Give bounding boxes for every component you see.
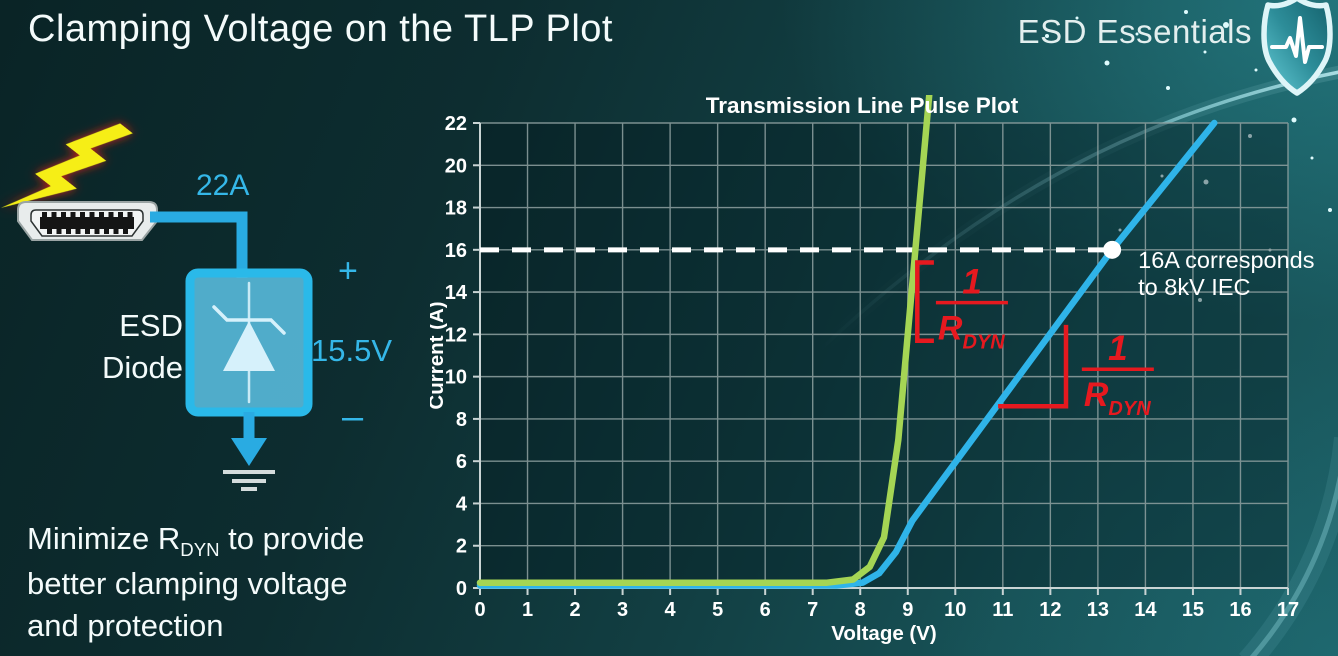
tlp-chart: 0 1 2 3 4 5 6 7 8 9 10 11 12 13 14 15 16 1702468101214161… (430, 95, 1315, 645)
svg-text:16A corresponds: 16A corresponds (1138, 247, 1314, 273)
svg-text:2: 2 (569, 599, 580, 621)
fraction-numerator: 1 (962, 263, 981, 302)
svg-text:14: 14 (445, 282, 468, 304)
svg-text:16: 16 (1229, 599, 1251, 621)
svg-text:8: 8 (855, 599, 866, 621)
component-label-line1: ESD (119, 308, 183, 343)
svg-text:to 8kV IEC: to 8kV IEC (1138, 274, 1250, 300)
svg-text:2: 2 (456, 536, 467, 558)
svg-text:16: 16 (445, 240, 467, 262)
shield-pulse-logo (1261, 0, 1333, 96)
svg-text:6: 6 (760, 599, 771, 621)
svg-text:22: 22 (445, 113, 467, 135)
gridlines (479, 122, 1289, 589)
svg-text:11: 11 (992, 599, 1013, 621)
svg-text:5: 5 (712, 599, 723, 621)
svg-text:12: 12 (1039, 599, 1061, 621)
surge-current-label: 22A (196, 169, 249, 202)
marker-dot (1103, 240, 1122, 259)
fraction-denominator: RDYN (938, 310, 1005, 354)
svg-text:17: 17 (1277, 599, 1299, 621)
svg-text:9: 9 (902, 599, 913, 621)
x-tick-labels: 0 1 2 3 4 5 6 7 8 9 10 11 12 13 14 15 16 17 (474, 599, 1299, 621)
zener-diode-symbol (212, 281, 286, 404)
svg-text:20: 20 (445, 155, 467, 177)
series-blue-curve-higher-rdyn (476, 119, 1218, 589)
svg-text:3: 3 (617, 599, 628, 621)
svg-text:12: 12 (445, 324, 467, 346)
light-swoosh (815, 65, 1338, 656)
slope-annotation-1: 1 RDYN (915, 260, 1008, 354)
takeaway-text: Minimize RDYN to provide better clamping… (27, 518, 457, 646)
svg-text:15: 15 (1182, 599, 1204, 621)
clamp-voltage-label: 15.5V (311, 333, 392, 368)
svg-text:8: 8 (456, 409, 467, 431)
svg-text:18: 18 (445, 198, 467, 220)
esd-circuit-diagram: 22A + 15.5V – ESD Diode (0, 123, 392, 491)
chart-title: Transmission Line Pulse Plot (706, 95, 1019, 118)
fraction-numerator: 1 (1108, 329, 1127, 368)
svg-text:10: 10 (445, 367, 467, 389)
wire (150, 211, 248, 278)
svg-text:4: 4 (665, 599, 677, 621)
svg-text:13: 13 (1087, 599, 1109, 621)
series-green-curve-low-rdyn (476, 95, 933, 586)
x-axis-label: Voltage (V) (831, 622, 937, 645)
slope-annotation-2: 1 RDYN (998, 324, 1154, 420)
svg-text:0: 0 (474, 599, 485, 621)
svg-text:14: 14 (1134, 599, 1157, 621)
svg-text:0: 0 (456, 578, 467, 600)
svg-text:7: 7 (807, 599, 818, 621)
takeaway-line2: better clamping voltage (27, 566, 348, 602)
ground-symbol (223, 412, 275, 491)
svg-text:6: 6 (456, 451, 467, 473)
hdmi-connector-icon (17, 201, 158, 241)
svg-text:1: 1 (522, 599, 533, 621)
plus-label: + (338, 252, 358, 290)
y-axis-label: Current (A) (430, 301, 448, 409)
lightning-bolt-icon (0, 123, 133, 208)
minus-label: – (342, 396, 364, 438)
pulse-line-icon (1270, 16, 1324, 64)
fraction-denominator: RDYN (1084, 376, 1151, 420)
component-label-line2: Diode (102, 350, 183, 385)
takeaway-line1: Minimize RDYN to provide (27, 521, 365, 561)
slide-title: Clamping Voltage on the TLP Plot (28, 8, 613, 50)
svg-text:10: 10 (944, 599, 966, 621)
takeaway-line3: and protection (27, 607, 224, 643)
y-tick-labels: 0 2 4 6 8 10 12 14 16 18 20 22 (445, 113, 468, 600)
svg-text:4: 4 (456, 493, 468, 515)
brand-text: ESD Essentials (1017, 13, 1252, 50)
